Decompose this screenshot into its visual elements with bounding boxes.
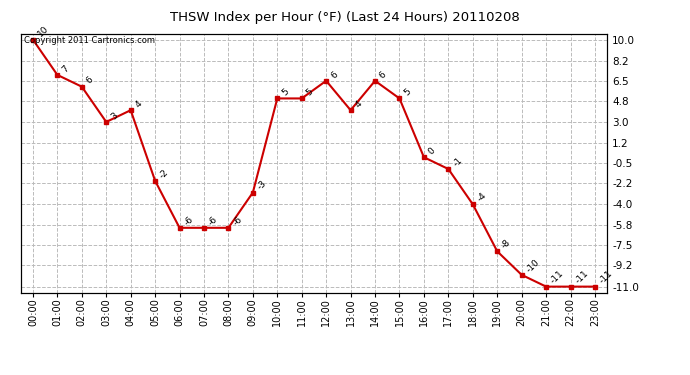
Text: 5: 5: [304, 87, 315, 98]
Text: 6: 6: [329, 70, 339, 80]
Text: 3: 3: [109, 111, 119, 121]
Text: Copyright 2011 Cartronics.com: Copyright 2011 Cartronics.com: [23, 36, 155, 45]
Text: -3: -3: [255, 179, 268, 192]
Text: 4: 4: [133, 99, 144, 109]
Text: -1: -1: [451, 156, 464, 168]
Text: 6: 6: [85, 75, 95, 86]
Text: -10: -10: [524, 257, 541, 274]
Text: 4: 4: [353, 99, 364, 109]
Text: -11: -11: [598, 269, 615, 286]
Text: -2: -2: [158, 167, 170, 180]
Text: -6: -6: [207, 214, 219, 227]
Text: THSW Index per Hour (°F) (Last 24 Hours) 20110208: THSW Index per Hour (°F) (Last 24 Hours)…: [170, 11, 520, 24]
Text: 7: 7: [60, 64, 70, 74]
Text: 10: 10: [36, 24, 50, 39]
Text: -6: -6: [231, 214, 244, 227]
Text: -11: -11: [549, 269, 566, 286]
Text: 6: 6: [378, 70, 388, 80]
Text: 0: 0: [426, 146, 437, 156]
Text: 5: 5: [280, 87, 290, 98]
Text: 5: 5: [402, 87, 413, 98]
Text: -8: -8: [500, 238, 513, 250]
Text: -11: -11: [573, 269, 590, 286]
Text: -4: -4: [475, 191, 489, 204]
Text: -6: -6: [182, 214, 195, 227]
